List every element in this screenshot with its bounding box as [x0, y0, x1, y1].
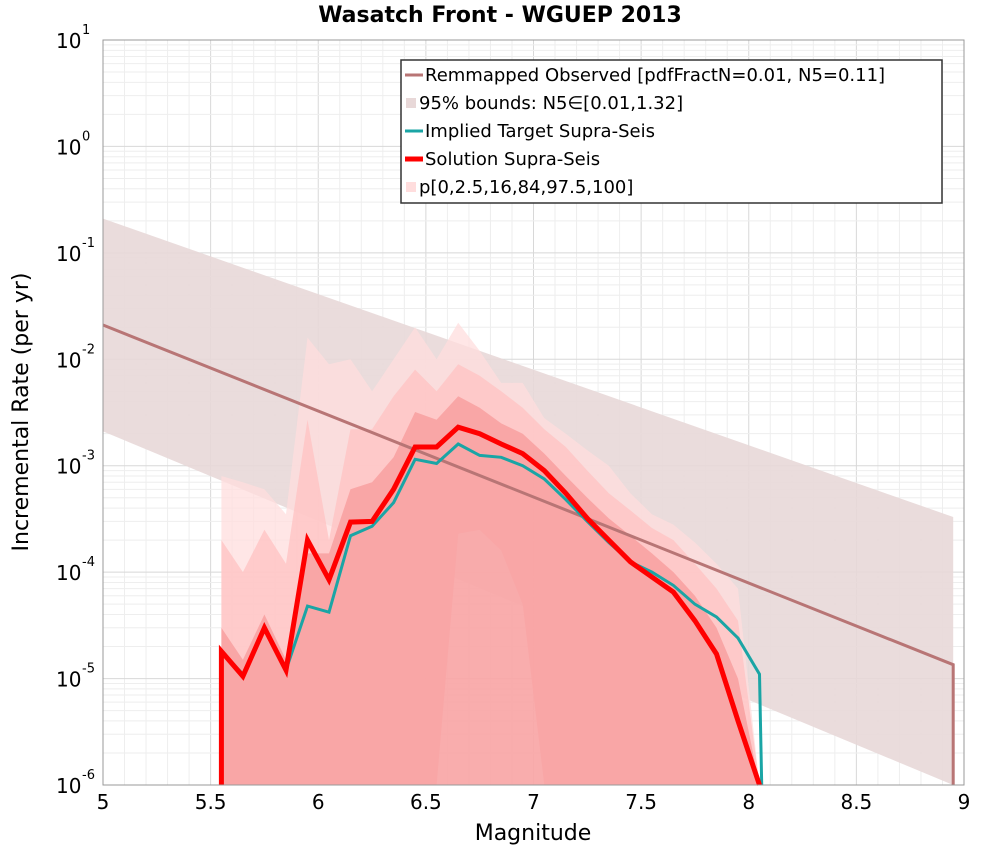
y-tick-label: 10 1 — [56, 23, 90, 53]
chart-title: Wasatch Front - WGUEP 2013 — [318, 3, 682, 28]
y-tick-exponent: -6 — [82, 768, 95, 783]
y-tick-exponent: -4 — [82, 555, 95, 570]
y-axis-label: Incremental Rate (per yr) — [9, 273, 34, 552]
legend-label-solution: Solution Supra-Seis — [425, 149, 600, 170]
y-tick-exponent: -2 — [82, 342, 95, 357]
y-tick-base: 10 — [56, 348, 81, 372]
x-tick-label: 5.5 — [195, 790, 227, 814]
y-tick-base: 10 — [56, 774, 81, 798]
legend: Remmapped Observed [pdfFractN=0.01, N5=0… — [400, 59, 943, 204]
target-line — [220, 442, 764, 786]
x-axis-ticks: 5 5.5 6 6.5 7 7.5 8 8.5 9 — [97, 790, 971, 814]
series-layer — [102, 218, 955, 786]
percentile-band-inner — [221, 396, 760, 785]
y-tick-exponent: 1 — [82, 23, 90, 38]
legend-box — [400, 59, 943, 204]
y-tick-base: 10 — [56, 29, 81, 53]
y-tick-label: 10 -1 — [56, 236, 95, 266]
y-tick-label: 10 -3 — [56, 449, 95, 479]
y-tick-base: 10 — [56, 135, 81, 159]
plot-frame — [102, 39, 965, 786]
observed-line — [102, 323, 955, 785]
x-tick-label: 9 — [958, 790, 971, 814]
x-tick-label: 5 — [97, 790, 110, 814]
y-tick-label: 10 -6 — [56, 768, 95, 798]
y-tick-base: 10 — [56, 668, 81, 692]
y-tick-label: 10 -5 — [56, 662, 95, 692]
legend-label-target: Implied Target Supra-Seis — [425, 121, 655, 142]
y-tick-base: 10 — [56, 455, 81, 479]
x-tick-label: 7.5 — [625, 790, 657, 814]
x-tick-label: 8 — [742, 790, 755, 814]
x-tick-label: 8.5 — [840, 790, 872, 814]
legend-label-percentiles: p[0,2.5,16,84,97.5,100] — [419, 177, 633, 198]
y-tick-label: 10 -2 — [56, 342, 95, 372]
y-tick-label: 10 -4 — [56, 555, 95, 585]
x-tick-label: 7 — [527, 790, 540, 814]
x-tick-label: 6.5 — [410, 790, 442, 814]
y-tick-exponent: -3 — [82, 449, 95, 464]
legend-swatch-bounds — [406, 98, 416, 108]
solution-line — [218, 424, 762, 786]
y-tick-exponent: -1 — [82, 236, 95, 251]
x-tick-label: 6 — [312, 790, 325, 814]
legend-swatch-percentiles — [406, 182, 416, 192]
legend-label-observed: Remmapped Observed [pdfFractN=0.01, N5=0… — [425, 65, 885, 86]
y-tick-base: 10 — [56, 561, 81, 585]
y-tick-exponent: -5 — [82, 662, 95, 677]
legend-label-bounds: 95% bounds: N5∈[0.01,1.32] — [419, 93, 683, 114]
x-axis-label: Magnitude — [475, 821, 592, 846]
y-tick-label: 10 0 — [56, 129, 90, 159]
y-tick-base: 10 — [56, 242, 81, 266]
y-tick-exponent: 0 — [82, 129, 90, 144]
